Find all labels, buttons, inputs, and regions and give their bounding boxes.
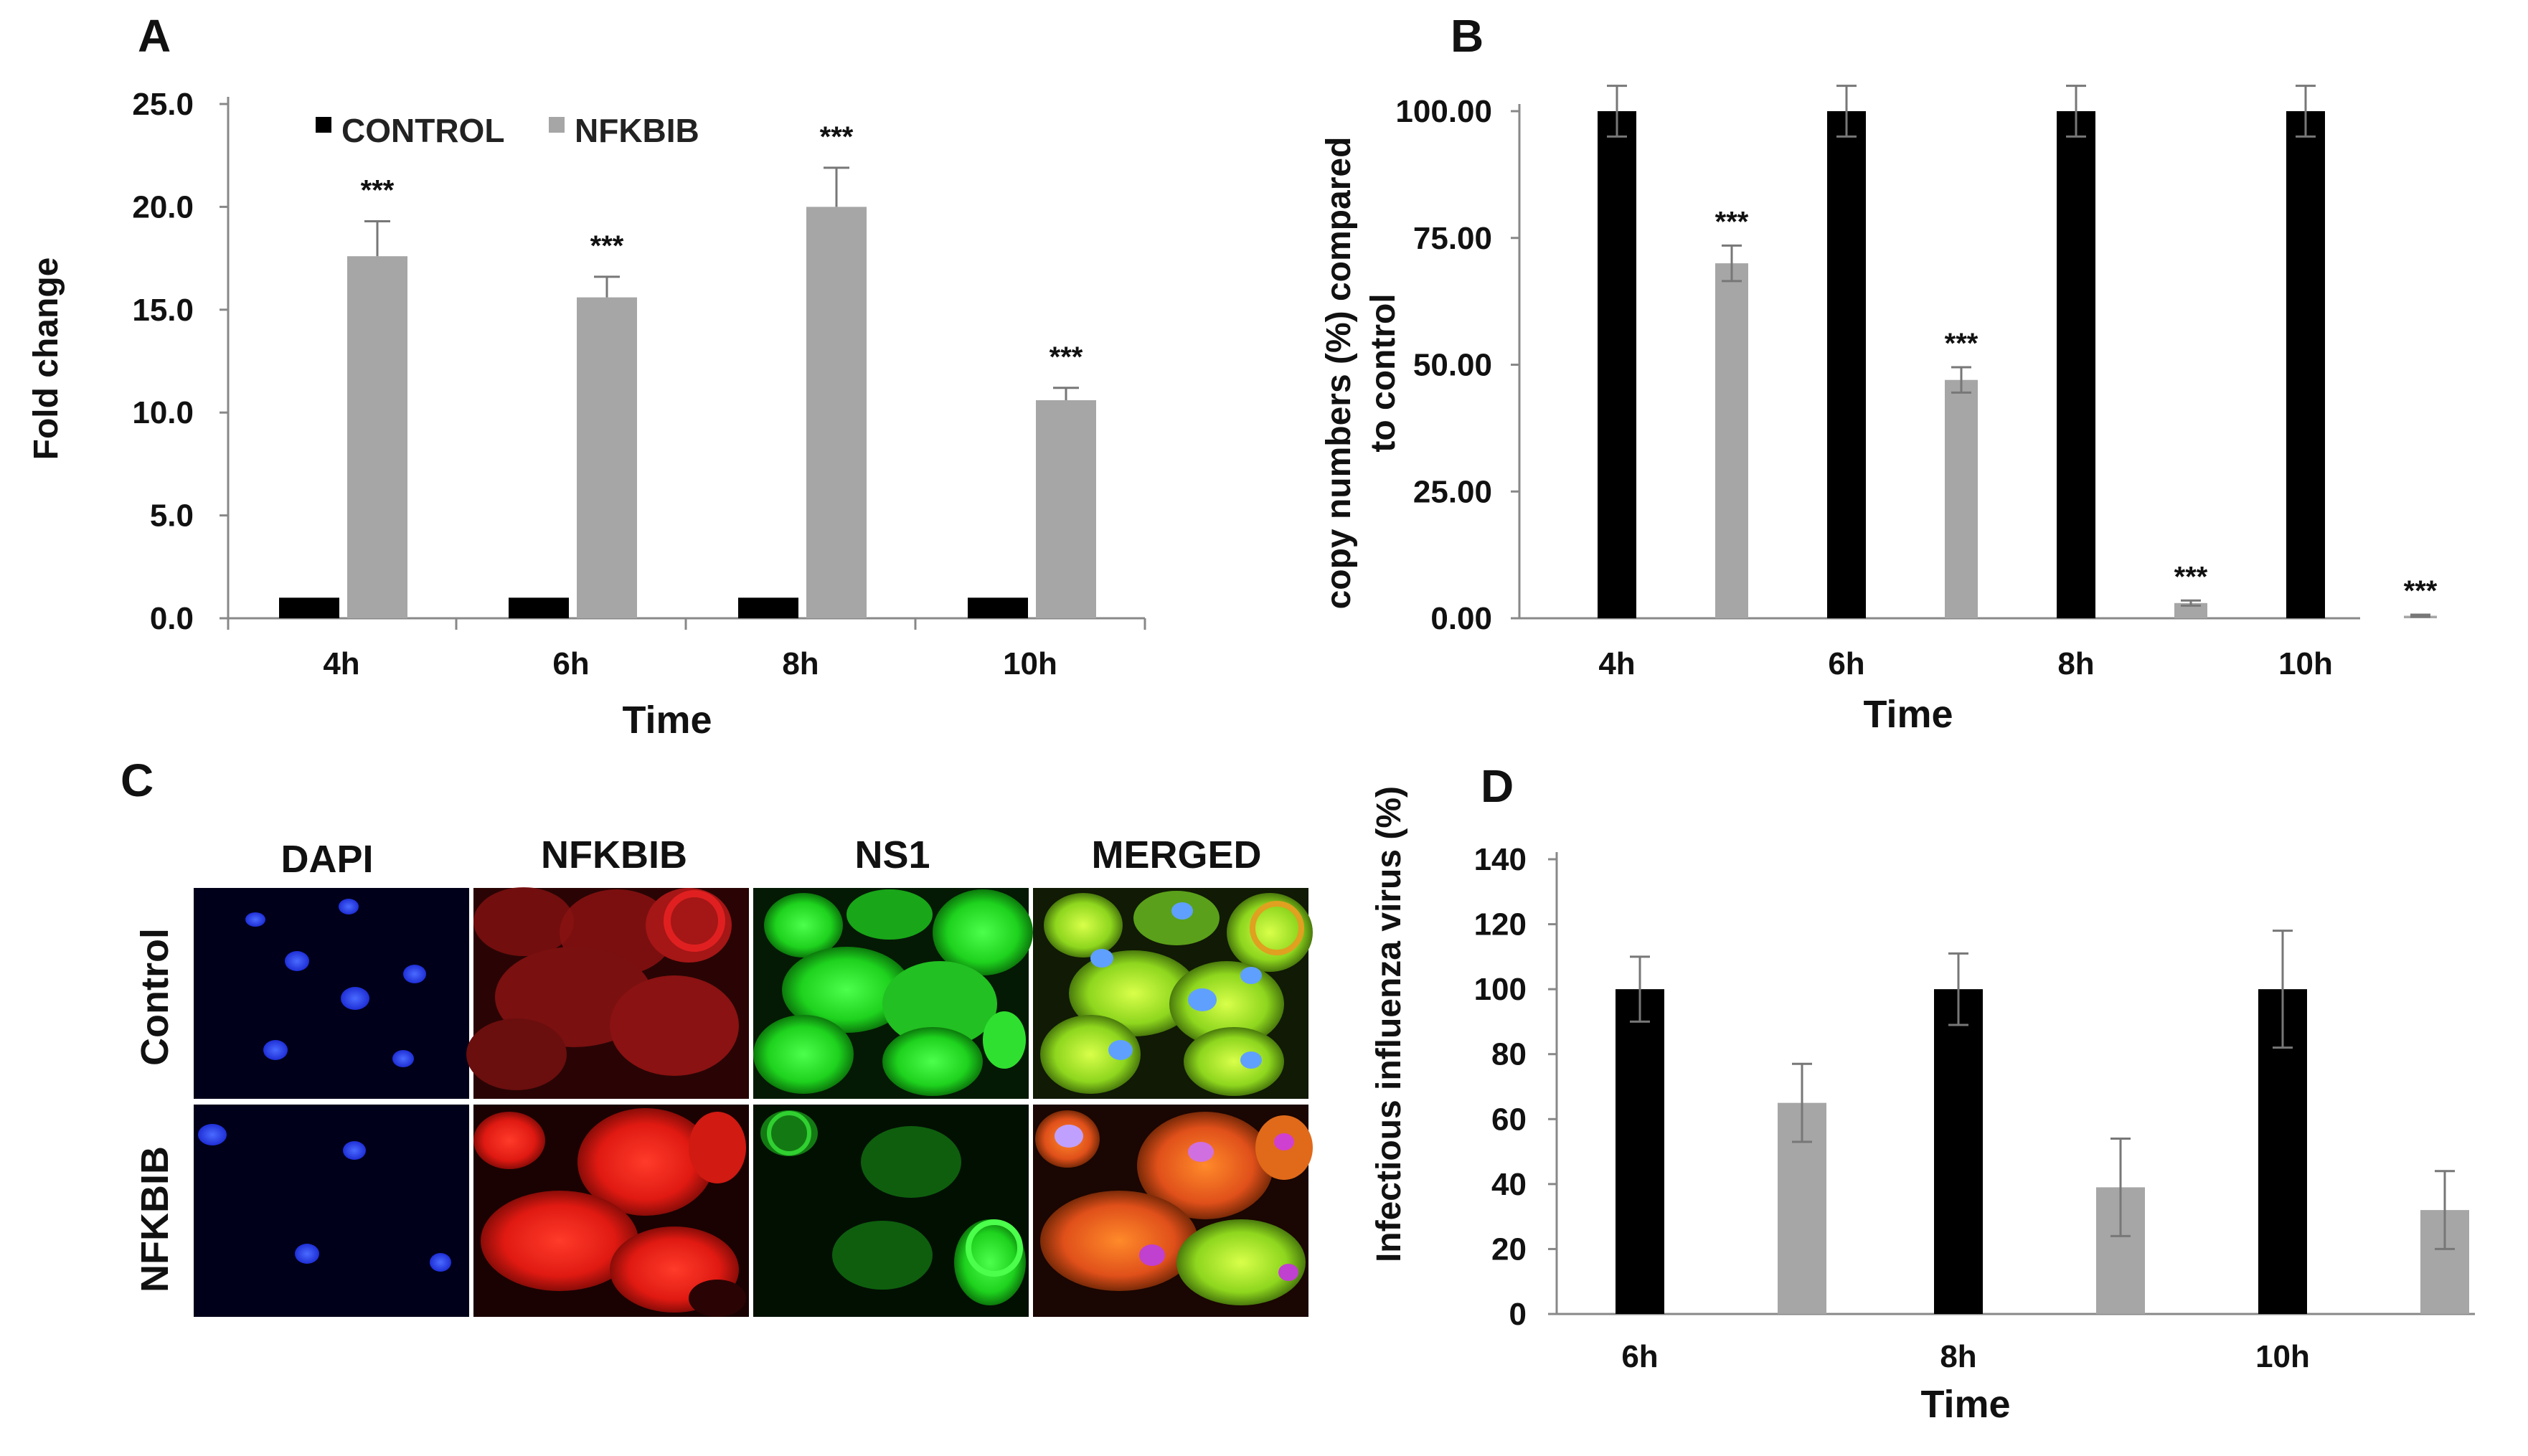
panel-b-xlabel: Time: [1863, 693, 1953, 736]
panel-b-bar-control-4h: [1598, 111, 1636, 618]
panel-d-ytick-label: 0: [1509, 1297, 1527, 1332]
panel-b-bar-nfkbib-8h: [2174, 602, 2207, 618]
panel-a-significance-8h: ***: [820, 121, 854, 153]
image-control-nfkbib: [466, 887, 749, 1099]
panel-a-significance-6h: ***: [590, 230, 624, 262]
panel-a-chart: Fold change Time CONTROL NFKBIB: [27, 112, 712, 742]
panel-a-bar-nfkbib-8h: [806, 207, 867, 618]
panel-a-xtick-label-6h: 6h: [552, 646, 589, 681]
panel-b-ylabel-line2: to control: [1364, 293, 1402, 452]
panel-d-xlabel: Time: [1920, 1383, 2010, 1426]
legend-nfkbib-swatch: [549, 117, 565, 133]
panel-a-xlabel: Time: [622, 699, 712, 742]
panel-b-ytick-label: 75.00: [1413, 221, 1492, 256]
panel-d-xtick-label-8h: 8h: [1940, 1339, 1976, 1374]
panel-a-significance-10h: ***: [1050, 341, 1083, 373]
panel-b-ytick-label: 100.00: [1395, 94, 1492, 129]
panel-d-ytick-label: 100: [1474, 972, 1527, 1007]
panel-b-ytick-label: 25.00: [1413, 474, 1492, 509]
panel-d-ytick-label: 40: [1491, 1167, 1527, 1202]
col-label-dapi: DAPI: [280, 838, 373, 881]
panel-b-xtick-label-8h: 8h: [2057, 646, 2094, 681]
panel-a-ytick-label: 20.0: [132, 189, 194, 224]
panel-b-significance-10h: ***: [2404, 575, 2438, 607]
panel-b-bar-control-8h: [2057, 111, 2095, 618]
panel-b-xtick-label-6h: 6h: [1828, 646, 1864, 681]
panel-b-bar-nfkbib-6h: [1945, 379, 1978, 618]
panel-d-ytick-label: 60: [1491, 1102, 1527, 1137]
panel-b-chart: copy numbers (%) compared to control Tim…: [1320, 137, 1953, 736]
panel-d-ylabel: Infectious influenza virus (%): [1370, 786, 1408, 1262]
panel-b-significance-8h: ***: [2174, 561, 2208, 592]
col-label-nfkbib: NFKBIB: [541, 833, 687, 876]
image-control-merged: [1033, 888, 1313, 1099]
panel-c-microscopy: DAPI NFKBIB NS1 MERGED Control NFKBIB: [133, 833, 1313, 1317]
panel-a-ytick-label: 15.0: [132, 293, 194, 328]
panel-a-ytick-label: 0.0: [150, 601, 194, 636]
panel-b-bar-control-6h: [1827, 111, 1866, 618]
image-nfkbib-nfkbib: [473, 1105, 749, 1317]
panel-a-xtick-label-4h: 4h: [323, 646, 359, 681]
panel-b-bar-nfkbib-4h: [1715, 263, 1748, 618]
image-control-dapi: [194, 888, 469, 1099]
row-label-control: Control: [133, 928, 176, 1066]
panel-b-xtick-label-10h: 10h: [2278, 646, 2333, 681]
row-label-nfkbib: NFKBIB: [133, 1146, 176, 1292]
panel-d-ytick-label: 140: [1474, 842, 1527, 877]
panel-letter-a: A: [138, 10, 171, 62]
panel-letter-b: B: [1451, 10, 1484, 62]
panel-a-bar-control-10h: [968, 597, 1028, 618]
panel-a-ytick-label: 5.0: [150, 498, 194, 534]
panel-a-ylabel: Fold change: [27, 257, 65, 460]
panel-a-significance-4h: ***: [361, 174, 395, 206]
panel-b-significance-6h: ***: [1945, 328, 1978, 359]
panel-letter-c: C: [121, 755, 154, 806]
panel-d-ytick-label: 80: [1491, 1037, 1527, 1072]
panel-d-ytick-label: 120: [1474, 907, 1527, 942]
chart-marks: 0.0 5.0 10.0 15.0 20.0 25.0 *** *** *** *** 4h 6h 8h…: [132, 85, 2475, 1374]
image-nfkbib-dapi: [194, 1105, 469, 1317]
panel-d-chart: Infectious influenza virus (%) Time: [1370, 786, 2011, 1426]
panel-a-ytick-label: 10.0: [132, 395, 194, 430]
panel-b-xtick-label-4h: 4h: [1598, 646, 1635, 681]
panel-d-bar-control-8h: [1934, 989, 1983, 1314]
panel-b-bar-control-10h: [2286, 111, 2325, 618]
legend-control-label: CONTROL: [341, 112, 504, 149]
image-nfkbib-ns1: [753, 1105, 1029, 1317]
panel-d-bar-control-6h: [1616, 989, 1664, 1314]
panel-a-bar-nfkbib-10h: [1036, 400, 1096, 618]
panel-b-ytick-label: 50.00: [1413, 348, 1492, 383]
panel-a-ytick-label: 25.0: [132, 87, 194, 122]
panel-d-xtick-label-6h: 6h: [1621, 1339, 1658, 1374]
panel-b-ylabel-line1: copy numbers (%) compared: [1320, 137, 1358, 610]
panel-b-significance-4h: ***: [1715, 206, 1749, 237]
panel-b-ytick-label: 0.00: [1430, 601, 1492, 636]
panel-a-xtick-label-8h: 8h: [782, 646, 819, 681]
panel-a-bar-control-6h: [509, 597, 569, 618]
legend-nfkbib-label: NFKBIB: [575, 112, 699, 149]
panel-a-bar-nfkbib-6h: [577, 297, 637, 618]
panel-a-xtick-label-10h: 10h: [1003, 646, 1057, 681]
col-label-ns1: NS1: [854, 833, 930, 876]
panel-a-bar-control-4h: [279, 597, 339, 618]
panel-a-bar-nfkbib-4h: [347, 256, 407, 618]
panel-d-ytick-label: 20: [1491, 1232, 1527, 1267]
legend-control-swatch: [316, 117, 331, 133]
panel-letter-d: D: [1481, 760, 1514, 812]
col-label-merged: MERGED: [1091, 833, 1261, 876]
image-nfkbib-merged: [1033, 1105, 1313, 1317]
panel-a-bar-control-8h: [738, 597, 798, 618]
panel-d-xtick-label-10h: 10h: [2255, 1339, 2310, 1374]
image-control-ns1: [753, 888, 1033, 1099]
